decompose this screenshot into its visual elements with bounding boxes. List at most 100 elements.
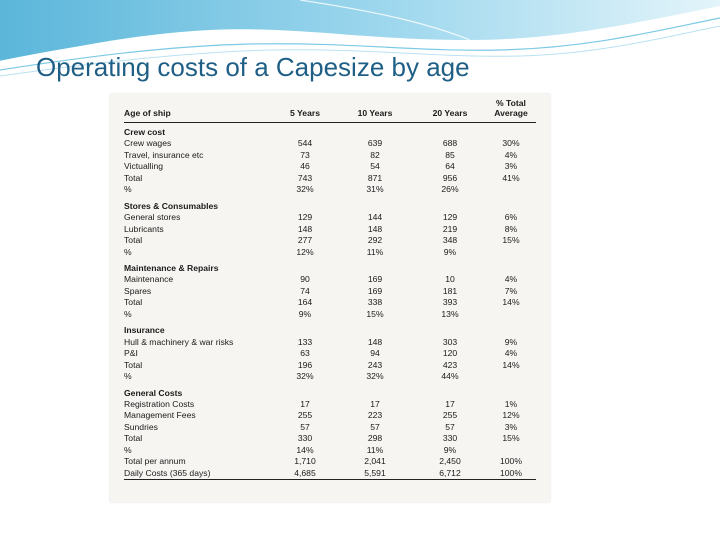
- value-percent-total: 12%: [502, 410, 520, 421]
- value-10-years: 54: [370, 161, 380, 172]
- section-heading: Insurance: [124, 325, 165, 336]
- value-10-years: 292: [367, 235, 383, 246]
- value-10-years: 223: [367, 410, 383, 421]
- value-20-years: 85: [445, 149, 455, 160]
- table-row: % 14% 11% 9%: [124, 445, 536, 456]
- row-label: Total: [124, 235, 143, 246]
- value-20-years: 303: [442, 336, 458, 347]
- value-10-years: 639: [367, 138, 383, 149]
- value-5-years: 74: [300, 285, 310, 296]
- value-20-years: 330: [442, 433, 458, 444]
- value-10-years: 17: [370, 398, 380, 409]
- header-wave-decoration: [0, 0, 720, 77]
- value-5-years: 57: [300, 421, 310, 432]
- value-10-years: 31%: [366, 184, 384, 195]
- row-label: Maintenance: [124, 274, 174, 285]
- row-label: P&I: [124, 348, 138, 359]
- value-20-years: 44%: [441, 371, 459, 382]
- value-10-years: 57: [370, 421, 380, 432]
- value-10-years: 338: [367, 297, 383, 308]
- row-label: Lubricants: [124, 223, 164, 234]
- value-5-years: 90: [300, 274, 310, 285]
- table-row: Registration Costs 17 17 17 1%: [124, 399, 536, 410]
- table-section-row: Stores & Consumables: [124, 201, 536, 212]
- value-5-years: 46: [300, 161, 310, 172]
- row-label: Crew wages: [124, 138, 172, 149]
- value-5-years: 196: [297, 359, 313, 370]
- row-label: Total: [124, 359, 143, 370]
- value-20-years: [414, 123, 486, 139]
- value-5-years: [274, 201, 336, 212]
- table-row: Sundries 57 57 57 3%: [124, 422, 536, 433]
- section-heading: Crew cost: [124, 127, 166, 137]
- value-20-years: 2,450: [439, 456, 461, 467]
- section-heading: Maintenance & Repairs: [124, 262, 219, 273]
- value-20-years: 219: [442, 223, 458, 234]
- value-10-years: 11%: [366, 246, 384, 257]
- table-row: % 12% 11% 9%: [124, 247, 536, 258]
- value-20-years: [414, 263, 486, 274]
- row-label: Total per annum: [124, 456, 186, 467]
- value-percent-total: 4%: [504, 348, 518, 359]
- row-label: Registration Costs: [124, 398, 195, 409]
- value-5-years: 12%: [296, 246, 314, 257]
- value-percent-total: 15%: [502, 433, 520, 444]
- table-row: Total 196 243 423 14%: [124, 360, 536, 371]
- row-label: %: [124, 184, 132, 195]
- row-label: %: [124, 246, 132, 257]
- row-label: %: [124, 371, 132, 382]
- table-section-row: Crew cost: [124, 123, 536, 139]
- value-10-years: 144: [367, 212, 383, 223]
- value-percent-total: [486, 445, 536, 456]
- value-5-years: 330: [297, 433, 313, 444]
- value-10-years: 148: [367, 336, 383, 347]
- value-10-years: 243: [367, 359, 383, 370]
- table-row: Management Fees 255 223 255 12%: [124, 410, 536, 421]
- value-percent-total: [486, 309, 536, 320]
- operating-costs-table: Age of ship 5 Years 10 Years 20 Years % …: [124, 98, 536, 481]
- row-label: Total: [124, 172, 143, 183]
- header-10-years: 10 Years: [336, 98, 414, 123]
- value-10-years: 298: [367, 433, 383, 444]
- table-row: Crew wages 544 639 688 30%: [124, 138, 536, 149]
- value-percent-total: [486, 263, 536, 274]
- row-label: General stores: [124, 212, 181, 223]
- value-5-years: 1,710: [294, 456, 316, 467]
- value-20-years: 393: [442, 297, 458, 308]
- value-percent-total: 41%: [502, 172, 520, 183]
- table-row: Travel, insurance etc 73 82 85 4%: [124, 150, 536, 161]
- value-5-years: 4,685: [274, 467, 336, 481]
- cost-table-image: Age of ship 5 Years 10 Years 20 Years % …: [110, 94, 550, 502]
- value-5-years: 743: [297, 172, 313, 183]
- header-age-of-ship: Age of ship: [124, 98, 274, 123]
- section-heading: General Costs: [124, 387, 183, 398]
- value-5-years: 129: [297, 212, 313, 223]
- value-percent-total: 8%: [504, 223, 518, 234]
- table-row: Total per annum 1,710 2,041 2,450 100%: [124, 456, 536, 467]
- value-20-years: 688: [442, 138, 458, 149]
- table-row: % 32% 32% 44%: [124, 371, 536, 382]
- value-percent-total: [486, 201, 536, 212]
- value-5-years: 32%: [296, 184, 314, 195]
- row-label: Travel, insurance etc: [124, 149, 204, 160]
- value-5-years: 17: [300, 398, 310, 409]
- value-20-years: 57: [445, 421, 455, 432]
- table-row: Total 743 871 956 41%: [124, 173, 536, 184]
- table-row: Hull & machinery & war risks 133 148 303 9%: [124, 337, 536, 348]
- value-10-years: [336, 388, 414, 399]
- value-percent-total: 4%: [504, 149, 518, 160]
- value-5-years: [274, 263, 336, 274]
- table-row: Victualling 46 54 64 3%: [124, 161, 536, 172]
- value-5-years: 133: [297, 336, 313, 347]
- value-10-years: 94: [370, 348, 380, 359]
- value-20-years: 423: [442, 359, 458, 370]
- value-5-years: 63: [300, 348, 310, 359]
- table-row: Lubricants 148 148 219 8%: [124, 224, 536, 235]
- table-row: Total 330 298 330 15%: [124, 433, 536, 444]
- table-row: % 32% 31% 26%: [124, 184, 536, 195]
- row-label: Victualling: [124, 161, 164, 172]
- value-5-years: 32%: [296, 371, 314, 382]
- value-percent-total: [486, 184, 536, 195]
- value-percent-total: [486, 123, 536, 139]
- table-row: Maintenance 90 169 10 4%: [124, 274, 536, 285]
